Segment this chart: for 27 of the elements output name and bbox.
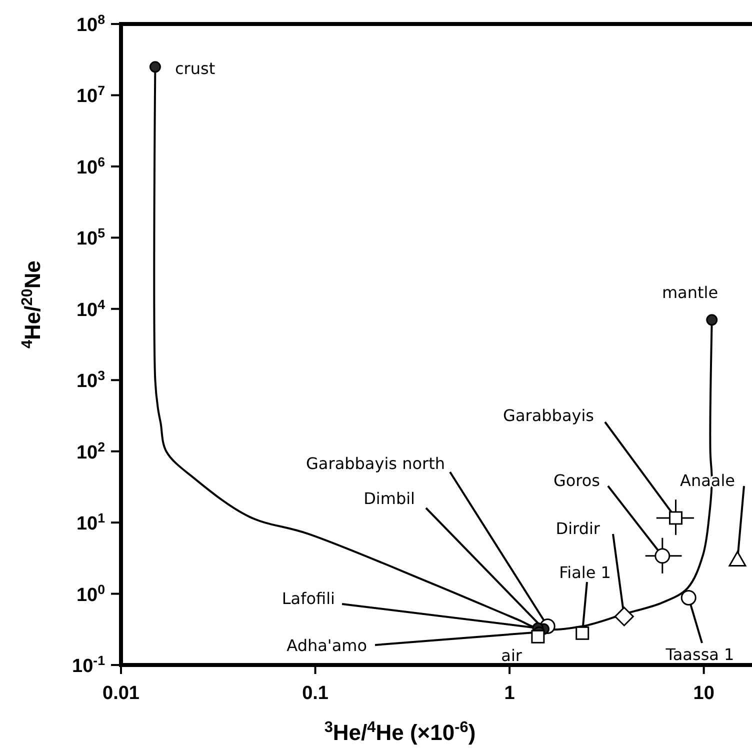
y-tick-label: 10$^{-1}$ (72, 652, 106, 677)
text: Dimbil (364, 489, 415, 508)
text: Goros (553, 471, 600, 490)
y-tick-label: 10$^{4}$ (76, 296, 106, 321)
text: Garabbayis (503, 406, 594, 425)
x-tick-label: 0.01 (102, 683, 140, 704)
series-label: air (501, 646, 522, 665)
text: Adha'amo (286, 636, 367, 655)
y-tick-label: 10$^{5}$ (76, 225, 106, 250)
series-label: mantle (662, 283, 718, 302)
x-tick-label: 1 (504, 683, 516, 704)
text: Garabbayis north (306, 454, 445, 473)
series-label: crust (175, 59, 216, 78)
y-tick-label: 10$^{0}$ (76, 581, 105, 606)
text: Dirdir (556, 519, 600, 538)
text: Lafofili (282, 589, 335, 608)
y-tick-label: 10$^{3}$ (76, 368, 105, 392)
x-axis-title: $^{3}$He/$^{4}$He (×10$^{-6}$) (324, 718, 476, 745)
x-tick-label: 0.1 (302, 683, 329, 704)
x-tick-label: 10 (693, 683, 714, 704)
text: Fiale 1 (559, 563, 611, 582)
y-tick-label: 10$^{1}$ (76, 510, 106, 535)
y-tick-label: 10$^{6}$ (76, 154, 105, 178)
text: Taassa 1 (664, 645, 734, 664)
y-tick-label: 10$^{2}$ (76, 438, 105, 464)
y-tick-label: 10$^{7}$ (76, 82, 105, 108)
y-tick-label: 10$^{8}$ (76, 12, 105, 36)
